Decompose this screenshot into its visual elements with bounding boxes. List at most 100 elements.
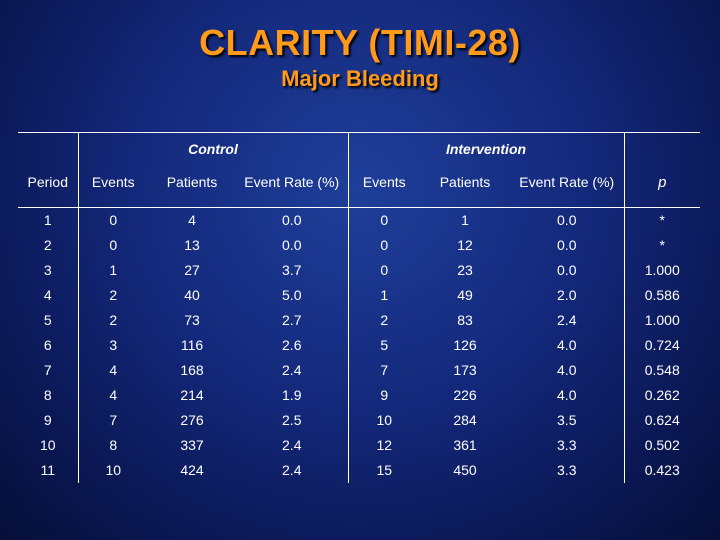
group-header-row: Control Intervention [18, 132, 700, 157]
cell-control-events: 10 [105, 462, 122, 478]
cell-control-events: 0 [109, 237, 118, 253]
cell-control-events: 2 [109, 287, 118, 303]
table-body: 1 0 4 0.0 0 1 0.0 * 2 0 13 0.0 0 12 0.0 * 3 1 27 3.7 0 23 0.0 1… [18, 207, 700, 483]
cell-control-patients: 73 [184, 312, 200, 328]
cell-intervention-patients: 226 [453, 387, 477, 403]
cell-intervention-patients: 1 [461, 212, 469, 229]
col-header-period: Period [18, 157, 79, 208]
cell-period: 1 [18, 207, 79, 233]
table-row: 9 7 276 2.5 10 284 3.5 0.624 [18, 407, 700, 433]
cell-intervention-rate: 3.5 [510, 407, 625, 433]
table-row: 11 10 424 2.4 15 450 3.3 0.423 [18, 457, 700, 483]
cell-intervention-patients: 23 [457, 262, 473, 278]
cell-control-rate: 2.4 [282, 437, 302, 453]
cell-control-events: 4 [109, 362, 118, 378]
cell-control-patients: 4 [188, 212, 196, 229]
cell-period: 5 [18, 307, 79, 333]
cell-control-patients: 13 [184, 237, 200, 253]
cell-intervention-events: 0 [347, 207, 420, 233]
cell-period: 6 [18, 332, 79, 358]
cell-intervention-events: 9 [347, 382, 420, 408]
table-row: 8 4 214 1.9 9 226 4.0 0.262 [18, 382, 700, 408]
cell-control-patients: 40 [184, 287, 200, 303]
cell-control-patients: 116 [180, 337, 204, 353]
cell-p-value: 1.000 [644, 312, 680, 328]
cell-control-events: 4 [109, 387, 118, 403]
cell-intervention-patients: 284 [453, 412, 477, 428]
cell-control-events: 7 [109, 412, 118, 428]
cell-control-rate: 0.0 [282, 237, 302, 253]
cell-control-rate: 2.6 [282, 337, 302, 353]
cell-p-value: 0.423 [644, 462, 680, 478]
cell-control-rate: 2.7 [282, 312, 302, 328]
slide-subtitle: Major Bleeding [281, 66, 439, 91]
cell-intervention-patients: 126 [453, 337, 477, 353]
column-header-row: Period Events Patients Event Rate (%) Ev… [18, 157, 700, 208]
group-header-blank [18, 132, 79, 157]
cell-intervention-events: 0 [347, 232, 420, 258]
cell-control-events: 2 [109, 312, 118, 328]
col-header-intervention-patients: Patients [420, 157, 510, 208]
cell-period: 3 [18, 257, 79, 283]
cell-control-events: 8 [109, 437, 118, 453]
cell-intervention-events: 2 [347, 307, 420, 333]
group-header-intervention: Intervention [347, 132, 625, 157]
table-row: 10 8 337 2.4 12 361 3.3 0.502 [18, 432, 700, 458]
cell-p-value: 0.502 [644, 437, 680, 453]
cell-control-patients: 424 [180, 462, 204, 478]
cell-intervention-rate: 4.0 [510, 382, 625, 408]
table-row: 2 0 13 0.0 0 12 0.0 * [18, 232, 700, 258]
cell-control-events: 1 [109, 262, 118, 278]
cell-control-patients: 27 [184, 262, 200, 278]
cell-intervention-rate: 0.0 [510, 207, 625, 233]
cell-control-rate: 5.0 [282, 287, 302, 303]
table-row: 3 1 27 3.7 0 23 0.0 1.000 [18, 257, 700, 283]
cell-p-value: 0.624 [644, 412, 680, 428]
group-header-control: Control [78, 132, 348, 157]
cell-control-rate: 2.4 [282, 362, 302, 378]
table-row: 7 4 168 2.4 7 173 4.0 0.548 [18, 357, 700, 383]
cell-intervention-rate: 3.3 [510, 457, 625, 483]
cell-intervention-patients: 361 [453, 437, 477, 453]
cell-p-value: 0.586 [644, 287, 680, 303]
cell-intervention-rate: 2.0 [510, 282, 625, 308]
cell-control-rate: 2.5 [282, 412, 302, 428]
cell-p-value: * [659, 212, 665, 229]
col-header-intervention-rate: Event Rate (%) [510, 157, 625, 208]
cell-intervention-events: 15 [347, 457, 420, 483]
col-header-control-patients: Patients [148, 157, 236, 208]
cell-intervention-patients: 173 [453, 362, 477, 378]
cell-period: 4 [18, 282, 79, 308]
cell-control-rate: 3.7 [282, 262, 302, 278]
cell-period: 11 [18, 457, 79, 483]
cell-control-rate: 2.4 [282, 462, 302, 478]
cell-p-value: 1.000 [644, 262, 680, 278]
cell-intervention-events: 7 [347, 357, 420, 383]
cell-intervention-patients: 83 [457, 312, 473, 328]
cell-intervention-patients: 450 [453, 462, 477, 478]
cell-intervention-rate: 2.4 [510, 307, 625, 333]
table-row: 1 0 4 0.0 0 1 0.0 * [18, 207, 700, 233]
col-header-control-events: Events [78, 157, 148, 208]
cell-period: 2 [18, 232, 79, 258]
cell-period: 8 [18, 382, 79, 408]
cell-p-value: 0.724 [644, 337, 680, 353]
cell-period: 7 [18, 357, 79, 383]
table-row: 4 2 40 5.0 1 49 2.0 0.586 [18, 282, 700, 308]
col-header-intervention-events: Events [347, 157, 420, 208]
cell-period: 10 [18, 432, 79, 458]
slide-title: CLARITY (TIMI-28) [199, 22, 521, 63]
bleeding-table: Control Intervention Period Events Patie… [18, 132, 700, 483]
table-row: 6 3 116 2.6 5 126 4.0 0.724 [18, 332, 700, 358]
col-header-control-rate: Event Rate (%) [236, 157, 348, 208]
cell-p-value: 0.548 [644, 362, 680, 378]
cell-intervention-events: 5 [347, 332, 420, 358]
cell-control-rate: 0.0 [282, 212, 302, 229]
cell-control-patients: 168 [180, 362, 204, 378]
col-header-p: p [624, 157, 700, 208]
cell-intervention-patients: 49 [457, 287, 473, 303]
cell-p-value: 0.262 [644, 387, 680, 403]
cell-control-patients: 337 [180, 437, 204, 453]
cell-intervention-rate: 4.0 [510, 357, 625, 383]
cell-intervention-rate: 0.0 [510, 232, 625, 258]
